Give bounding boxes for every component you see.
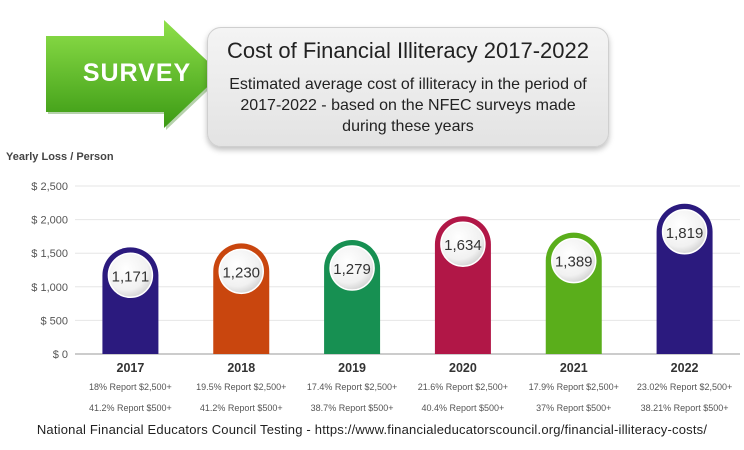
annotation-500: 37% Report $500+ bbox=[536, 403, 611, 413]
annotation-500: 40.4% Report $500+ bbox=[422, 403, 505, 413]
y-tick-label: $ 500 bbox=[40, 315, 68, 327]
value-disc bbox=[661, 209, 708, 255]
data-label: 1,634 bbox=[444, 237, 482, 254]
data-label: 1,171 bbox=[112, 268, 150, 285]
bar-chart: $ 0 $ 500 $ 1,000 $ 1,500 $ 2,000 $ 2,500 1,17… bbox=[31, 181, 740, 413]
x-tick-label: 2017 bbox=[117, 361, 145, 375]
page-subtitle: Estimated average cost of illiteracy in … bbox=[229, 76, 587, 135]
value-disc bbox=[551, 237, 597, 284]
value-disc bbox=[107, 252, 154, 299]
x-tick-label: 2022 bbox=[671, 361, 699, 375]
y-axis-title: Yearly Loss / Person bbox=[6, 151, 114, 163]
survey-tag: SURVEY bbox=[82, 59, 192, 87]
data-label: 1,230 bbox=[222, 264, 260, 281]
x-tick-label: 2019 bbox=[338, 361, 366, 375]
footer-source: National Financial Educators Council Tes… bbox=[36, 422, 708, 437]
annotation-2500: 17.9% Report $2,500+ bbox=[529, 382, 619, 392]
y-tick-label: $ 0 bbox=[53, 349, 68, 361]
annotation-500: 41.2% Report $500+ bbox=[200, 403, 283, 413]
annotation-500: 41.2% Report $500+ bbox=[89, 403, 172, 413]
value-disc bbox=[440, 221, 486, 267]
annotation-2500: 17.4% Report $2,500+ bbox=[307, 382, 397, 392]
x-tick-label: 2021 bbox=[560, 361, 588, 375]
page-title: Cost of Financial Illiteracy 2017-2022 bbox=[227, 38, 589, 63]
y-tick-label: $ 1,500 bbox=[31, 248, 68, 260]
annotation-2500: 21.6% Report $2,500+ bbox=[418, 382, 508, 392]
value-disc bbox=[218, 248, 264, 295]
x-tick-label: 2020 bbox=[449, 361, 477, 375]
y-tick-label: $ 2,500 bbox=[31, 181, 68, 193]
data-label: 1,279 bbox=[333, 261, 371, 278]
value-disc bbox=[329, 245, 375, 291]
y-tick-label: $ 1,000 bbox=[31, 282, 68, 294]
annotation-2500: 19.5% Report $2,500+ bbox=[196, 382, 286, 392]
y-tick-label: $ 2,000 bbox=[31, 215, 68, 227]
header-box: Cost of Financial Illiteracy 2017-2022 E… bbox=[207, 27, 609, 147]
survey-arrow-icon bbox=[46, 20, 221, 130]
annotation-2500: 18% Report $2,500+ bbox=[89, 382, 172, 392]
x-tick-label: 2018 bbox=[227, 361, 255, 375]
annotation-2500: 23.02% Report $2,500+ bbox=[637, 382, 732, 392]
annotation-500: 38.21% Report $500+ bbox=[641, 403, 729, 413]
data-label: 1,389 bbox=[555, 254, 593, 271]
data-label: 1,819 bbox=[666, 225, 704, 242]
annotation-500: 38.7% Report $500+ bbox=[311, 403, 394, 413]
